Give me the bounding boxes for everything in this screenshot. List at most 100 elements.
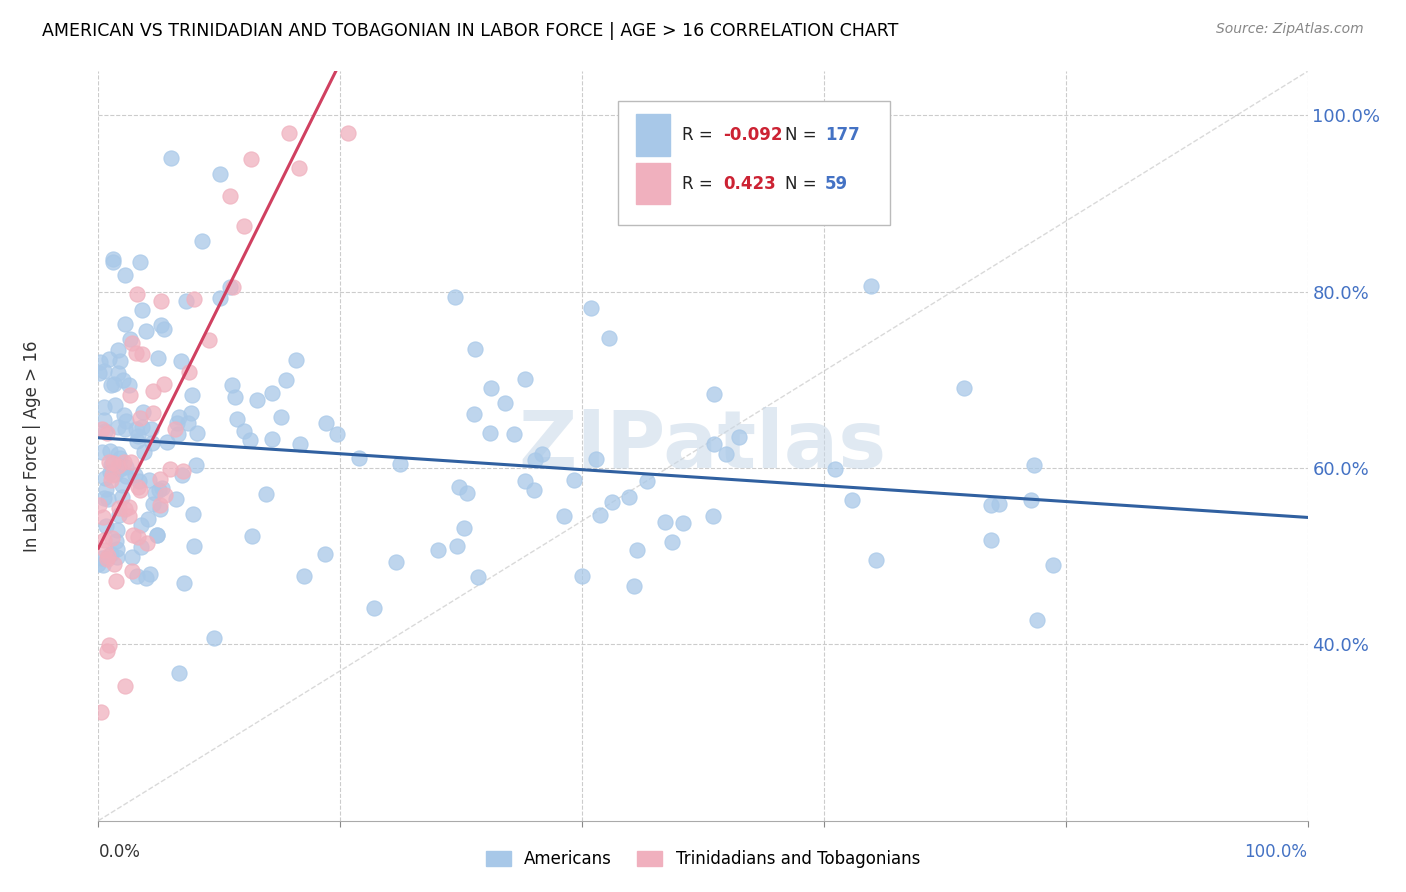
Point xyxy=(427,543,450,558)
Point xyxy=(131,347,153,361)
Point xyxy=(107,343,129,358)
Bar xyxy=(637,114,671,155)
Point xyxy=(156,434,179,449)
Point xyxy=(208,291,231,305)
Point xyxy=(100,458,122,472)
Point xyxy=(121,549,143,564)
Point xyxy=(96,425,118,440)
Point xyxy=(108,500,131,515)
Point xyxy=(107,366,129,380)
Point xyxy=(180,406,202,420)
Point xyxy=(142,384,165,399)
Point xyxy=(115,414,138,428)
Point xyxy=(513,371,536,385)
Point xyxy=(135,324,157,338)
Point xyxy=(173,575,195,590)
Point xyxy=(118,377,141,392)
Point xyxy=(254,487,277,501)
Point xyxy=(859,278,882,293)
Point xyxy=(1019,493,1042,508)
Point xyxy=(91,445,114,459)
Point xyxy=(127,568,149,582)
Point xyxy=(132,405,155,419)
Text: In Labor Force | Age > 16: In Labor Force | Age > 16 xyxy=(22,340,41,552)
Point xyxy=(98,638,121,652)
Point xyxy=(159,462,181,476)
Point xyxy=(111,490,134,504)
Point xyxy=(531,447,554,461)
Point xyxy=(114,318,136,332)
Point xyxy=(104,467,127,481)
Point xyxy=(150,318,173,333)
Point xyxy=(103,456,125,470)
Point xyxy=(714,446,737,460)
Point xyxy=(209,167,232,181)
Point xyxy=(661,534,683,549)
Point xyxy=(115,460,138,475)
Point xyxy=(121,335,143,350)
Point xyxy=(87,557,110,571)
Point xyxy=(172,464,194,478)
Point xyxy=(152,322,174,336)
Point xyxy=(571,569,593,583)
Point xyxy=(87,366,110,380)
Point xyxy=(94,542,117,557)
Point xyxy=(108,462,131,476)
Point xyxy=(222,280,245,294)
Point xyxy=(103,398,125,412)
Point xyxy=(145,486,167,500)
Point xyxy=(100,548,122,562)
Point xyxy=(513,474,536,488)
Point xyxy=(94,519,117,533)
Point xyxy=(136,512,159,526)
Point xyxy=(105,542,128,557)
Point xyxy=(111,477,134,491)
Point xyxy=(165,492,187,507)
Point xyxy=(167,427,190,442)
Text: AMERICAN VS TRINIDADIAN AND TOBAGONIAN IN LABOR FORCE | AGE > 16 CORRELATION CHA: AMERICAN VS TRINIDADIAN AND TOBAGONIAN I… xyxy=(42,22,898,40)
Point xyxy=(553,508,575,523)
Point xyxy=(94,471,117,485)
Point xyxy=(129,483,152,497)
Point xyxy=(232,424,254,438)
Point xyxy=(163,422,186,436)
Point xyxy=(107,420,129,434)
Point xyxy=(277,126,299,140)
Point xyxy=(617,490,640,504)
Text: Source: ZipAtlas.com: Source: ZipAtlas.com xyxy=(1216,22,1364,37)
Point xyxy=(125,422,148,436)
FancyBboxPatch shape xyxy=(619,102,890,225)
Text: N =: N = xyxy=(785,126,823,144)
Point xyxy=(240,152,263,166)
Point xyxy=(1022,458,1045,472)
Point xyxy=(93,425,115,439)
Point xyxy=(153,377,176,392)
Point xyxy=(585,452,607,467)
Bar xyxy=(637,163,671,204)
Point xyxy=(219,280,242,294)
Point xyxy=(524,452,547,467)
Point xyxy=(166,416,188,430)
Point xyxy=(128,410,150,425)
Point xyxy=(141,435,163,450)
Text: 100.0%: 100.0% xyxy=(1244,843,1308,861)
Point xyxy=(91,510,114,524)
Point xyxy=(579,301,602,315)
Point xyxy=(114,455,136,469)
Point xyxy=(118,332,141,346)
Point xyxy=(600,494,623,508)
Point xyxy=(96,551,118,566)
Point xyxy=(202,631,225,645)
Point xyxy=(224,390,246,404)
Point xyxy=(183,292,205,306)
Point xyxy=(636,474,658,488)
Point xyxy=(100,474,122,488)
Point xyxy=(104,534,127,549)
Point xyxy=(1042,558,1064,573)
Point xyxy=(108,508,131,523)
Point xyxy=(87,498,110,512)
Point xyxy=(124,468,146,483)
Point xyxy=(148,483,170,498)
Point xyxy=(292,568,315,582)
Point xyxy=(93,364,115,378)
